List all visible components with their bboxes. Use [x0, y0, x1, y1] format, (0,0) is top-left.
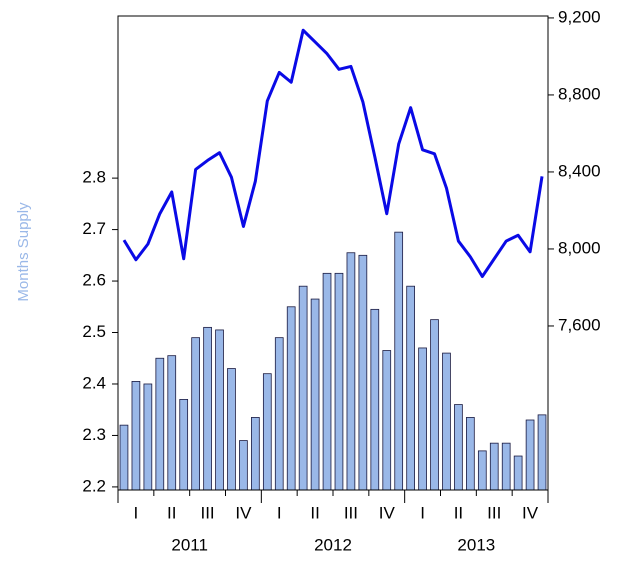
bar [251, 417, 260, 491]
y2-tick-label: 7,600 [558, 315, 601, 334]
bar [430, 319, 439, 491]
bar [358, 254, 368, 491]
y2-tick-label: 8,000 [558, 238, 601, 257]
quarter-label: II [167, 503, 176, 522]
quarter-label: IV [522, 503, 539, 522]
line [122, 28, 544, 278]
quarter-label: II [310, 503, 319, 522]
y2-tick-label: 8,400 [558, 161, 601, 180]
bar [442, 352, 451, 491]
bar [537, 414, 547, 491]
bar [370, 308, 380, 491]
quarter-label: I [134, 503, 139, 522]
quarter-label: III [200, 503, 214, 522]
y2-tick-label: 9,200 [558, 7, 601, 26]
bar [215, 329, 224, 491]
bar [262, 373, 272, 491]
bar [501, 442, 511, 491]
y-tick-label: 2.6 [82, 271, 106, 290]
bar [525, 419, 535, 491]
bar [454, 404, 463, 491]
bar [406, 285, 415, 491]
bar [382, 350, 392, 491]
quarter-label: I [277, 503, 282, 522]
bar [466, 417, 475, 491]
bar [394, 231, 404, 491]
y-tick-label: 2.4 [82, 373, 106, 392]
bar [418, 347, 427, 491]
quarter-label: I [420, 503, 425, 522]
bar [203, 326, 212, 491]
bar [322, 272, 332, 491]
quarter-label: IV [379, 503, 396, 522]
bar [334, 272, 344, 491]
y-tick-label: 2.5 [82, 322, 106, 341]
year-label: 2012 [314, 535, 352, 554]
quarter-label: III [487, 503, 501, 522]
quarter-label: III [344, 503, 358, 522]
y-tick-label: 2.7 [82, 219, 106, 238]
y-tick-label: 2.8 [82, 168, 106, 187]
year-label: 2013 [457, 535, 495, 554]
bar [346, 252, 356, 491]
y2-tick-label: 8,800 [558, 84, 601, 103]
bar [227, 368, 236, 491]
bar [119, 424, 129, 491]
bar [239, 440, 248, 491]
y-tick-label: 2.3 [82, 425, 106, 444]
bar [143, 383, 153, 491]
bar [167, 355, 177, 491]
quarter-label: II [454, 503, 463, 522]
bar [179, 399, 189, 491]
bar [286, 306, 296, 491]
bar [274, 337, 284, 491]
quarter-label: IV [235, 503, 252, 522]
bar [477, 450, 487, 491]
bar [513, 455, 523, 491]
bar [155, 357, 165, 491]
y-tick-label: 2.2 [82, 476, 106, 495]
bar [191, 337, 200, 491]
year-label: 2011 [171, 535, 208, 554]
bar [298, 285, 308, 491]
y-axis-label: Months Supply [15, 202, 32, 302]
bar [131, 381, 141, 491]
bar [489, 442, 499, 491]
bar [310, 298, 320, 491]
